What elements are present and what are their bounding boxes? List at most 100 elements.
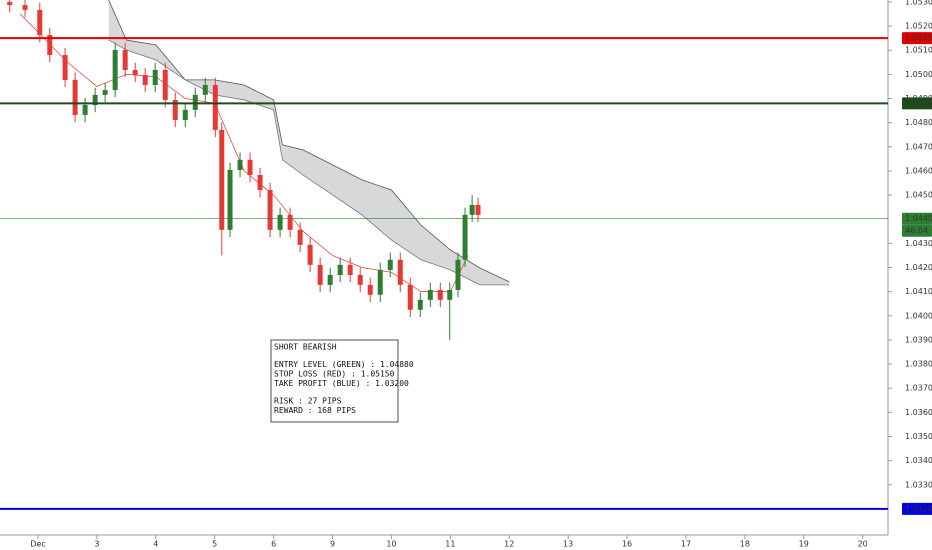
candle-body [122,49,128,71]
candle-body [469,204,475,215]
candle-body [317,264,323,285]
candle-body [182,109,188,120]
candle-body [397,259,403,285]
annotation-text: RISK : 27 PIPS [274,397,342,406]
y-tick-label: 1.03400 [905,456,932,465]
y-tick-label: 1.04100 [905,287,932,296]
candle-body [202,84,208,95]
candle-body [357,274,363,285]
x-tick-label: 9 [330,540,335,549]
candle-body [287,214,293,230]
y-tick-label: 1.05100 [905,46,932,55]
candle-body [219,129,225,230]
candle-body [367,284,373,295]
x-tick-label: 18 [740,540,750,549]
candle-body [337,264,343,275]
price-level-label: 1.04402 [905,214,932,223]
candle-body [417,299,423,310]
candle-body [427,289,433,300]
candle-body [407,284,413,310]
y-tick-label: 1.04700 [905,142,932,151]
candle-body [475,204,481,215]
price-level-label: 1.03200 [905,504,932,513]
price-level-tag [902,32,932,45]
x-tick-label: 20 [858,540,868,549]
y-tick-label: 1.05300 [905,0,932,6]
candle-body [377,269,383,295]
candle-body [172,99,178,120]
x-tick-label: 10 [386,540,396,549]
countdown-tag [902,224,932,237]
annotation-text: REWARD : 168 PIPS [274,406,356,415]
candle-body [92,94,98,106]
y-tick-label: 1.03900 [905,335,932,344]
candle-body [447,289,453,300]
y-tick-label: 1.04300 [905,239,932,248]
candle-body [47,35,53,56]
candle-body [102,90,108,95]
y-tick-label: 1.04800 [905,118,932,127]
candle-body [462,214,468,260]
candle-body [307,244,313,265]
price-level-label: 1.04880 [905,99,932,108]
x-tick-label: 13 [563,540,573,549]
x-tick-label: 17 [681,540,691,549]
x-tick-label: 3 [94,540,99,549]
y-tick-label: 1.04600 [905,166,932,175]
candle-body [237,159,243,170]
y-tick-label: 1.03800 [905,360,932,369]
candle-body [277,214,283,230]
candle-body [227,169,233,230]
annotation-text: TAKE PROFIT (BLUE) : 1.03200 [274,379,409,388]
cloud-fill [108,0,510,285]
x-tick-label: 19 [799,540,809,549]
price-level-tag [902,502,932,515]
countdown-label: 46:04 [905,226,928,235]
candle-body [72,79,78,115]
y-tick-label: 1.04200 [905,263,932,272]
y-tick-label: 1.03300 [905,480,932,489]
x-tick-label: 11 [445,540,455,549]
x-tick-label: 12 [504,540,514,549]
x-tick-label: 5 [212,540,217,549]
candle-body [347,264,353,275]
cloud-edge [108,0,510,283]
price-level-label: 1.05150 [905,34,932,43]
candle-body [455,259,461,290]
y-tick-label: 1.05000 [905,70,932,79]
candle-body [82,105,88,115]
candle-body [212,84,218,130]
annotation-text: ENTRY LEVEL (GREEN) : 1.04880 [274,360,414,369]
y-tick-label: 1.04000 [905,311,932,320]
candle-body [297,229,303,245]
cloud-edge [108,39,510,286]
annotation: SHORT BEARISH ENTRY LEVEL (GREEN) : 1.048… [270,339,414,423]
candle-body [22,5,28,10]
annotation-box [270,339,399,423]
candle-body [112,49,118,91]
price-level-tag [902,97,932,110]
candle-body [257,175,263,191]
candle-body [142,75,148,85]
y-tick-label: 1.03500 [905,432,932,441]
candle-body [387,259,393,270]
annotation-text: SHORT BEARISH [274,343,337,352]
candle-body [7,1,13,6]
candle-body [327,274,333,285]
annotation-text: STOP LOSS (RED) : 1.05150 [274,370,395,379]
x-tick-label: 16 [622,540,632,549]
y-tick-label: 1.05200 [905,22,932,31]
x-tick-label: 4 [153,540,158,549]
candle-body [152,70,158,85]
y-tick-label: 1.03700 [905,384,932,393]
candle-body [247,159,253,176]
candle-body [62,55,68,80]
candle-body [267,190,273,230]
candle-body [437,289,443,300]
y-tick-label: 1.04500 [905,191,932,200]
candle-body [132,70,138,76]
x-tick-label: Dec [30,540,45,549]
price-level-tag [902,212,932,225]
x-tick-label: 6 [271,540,276,549]
